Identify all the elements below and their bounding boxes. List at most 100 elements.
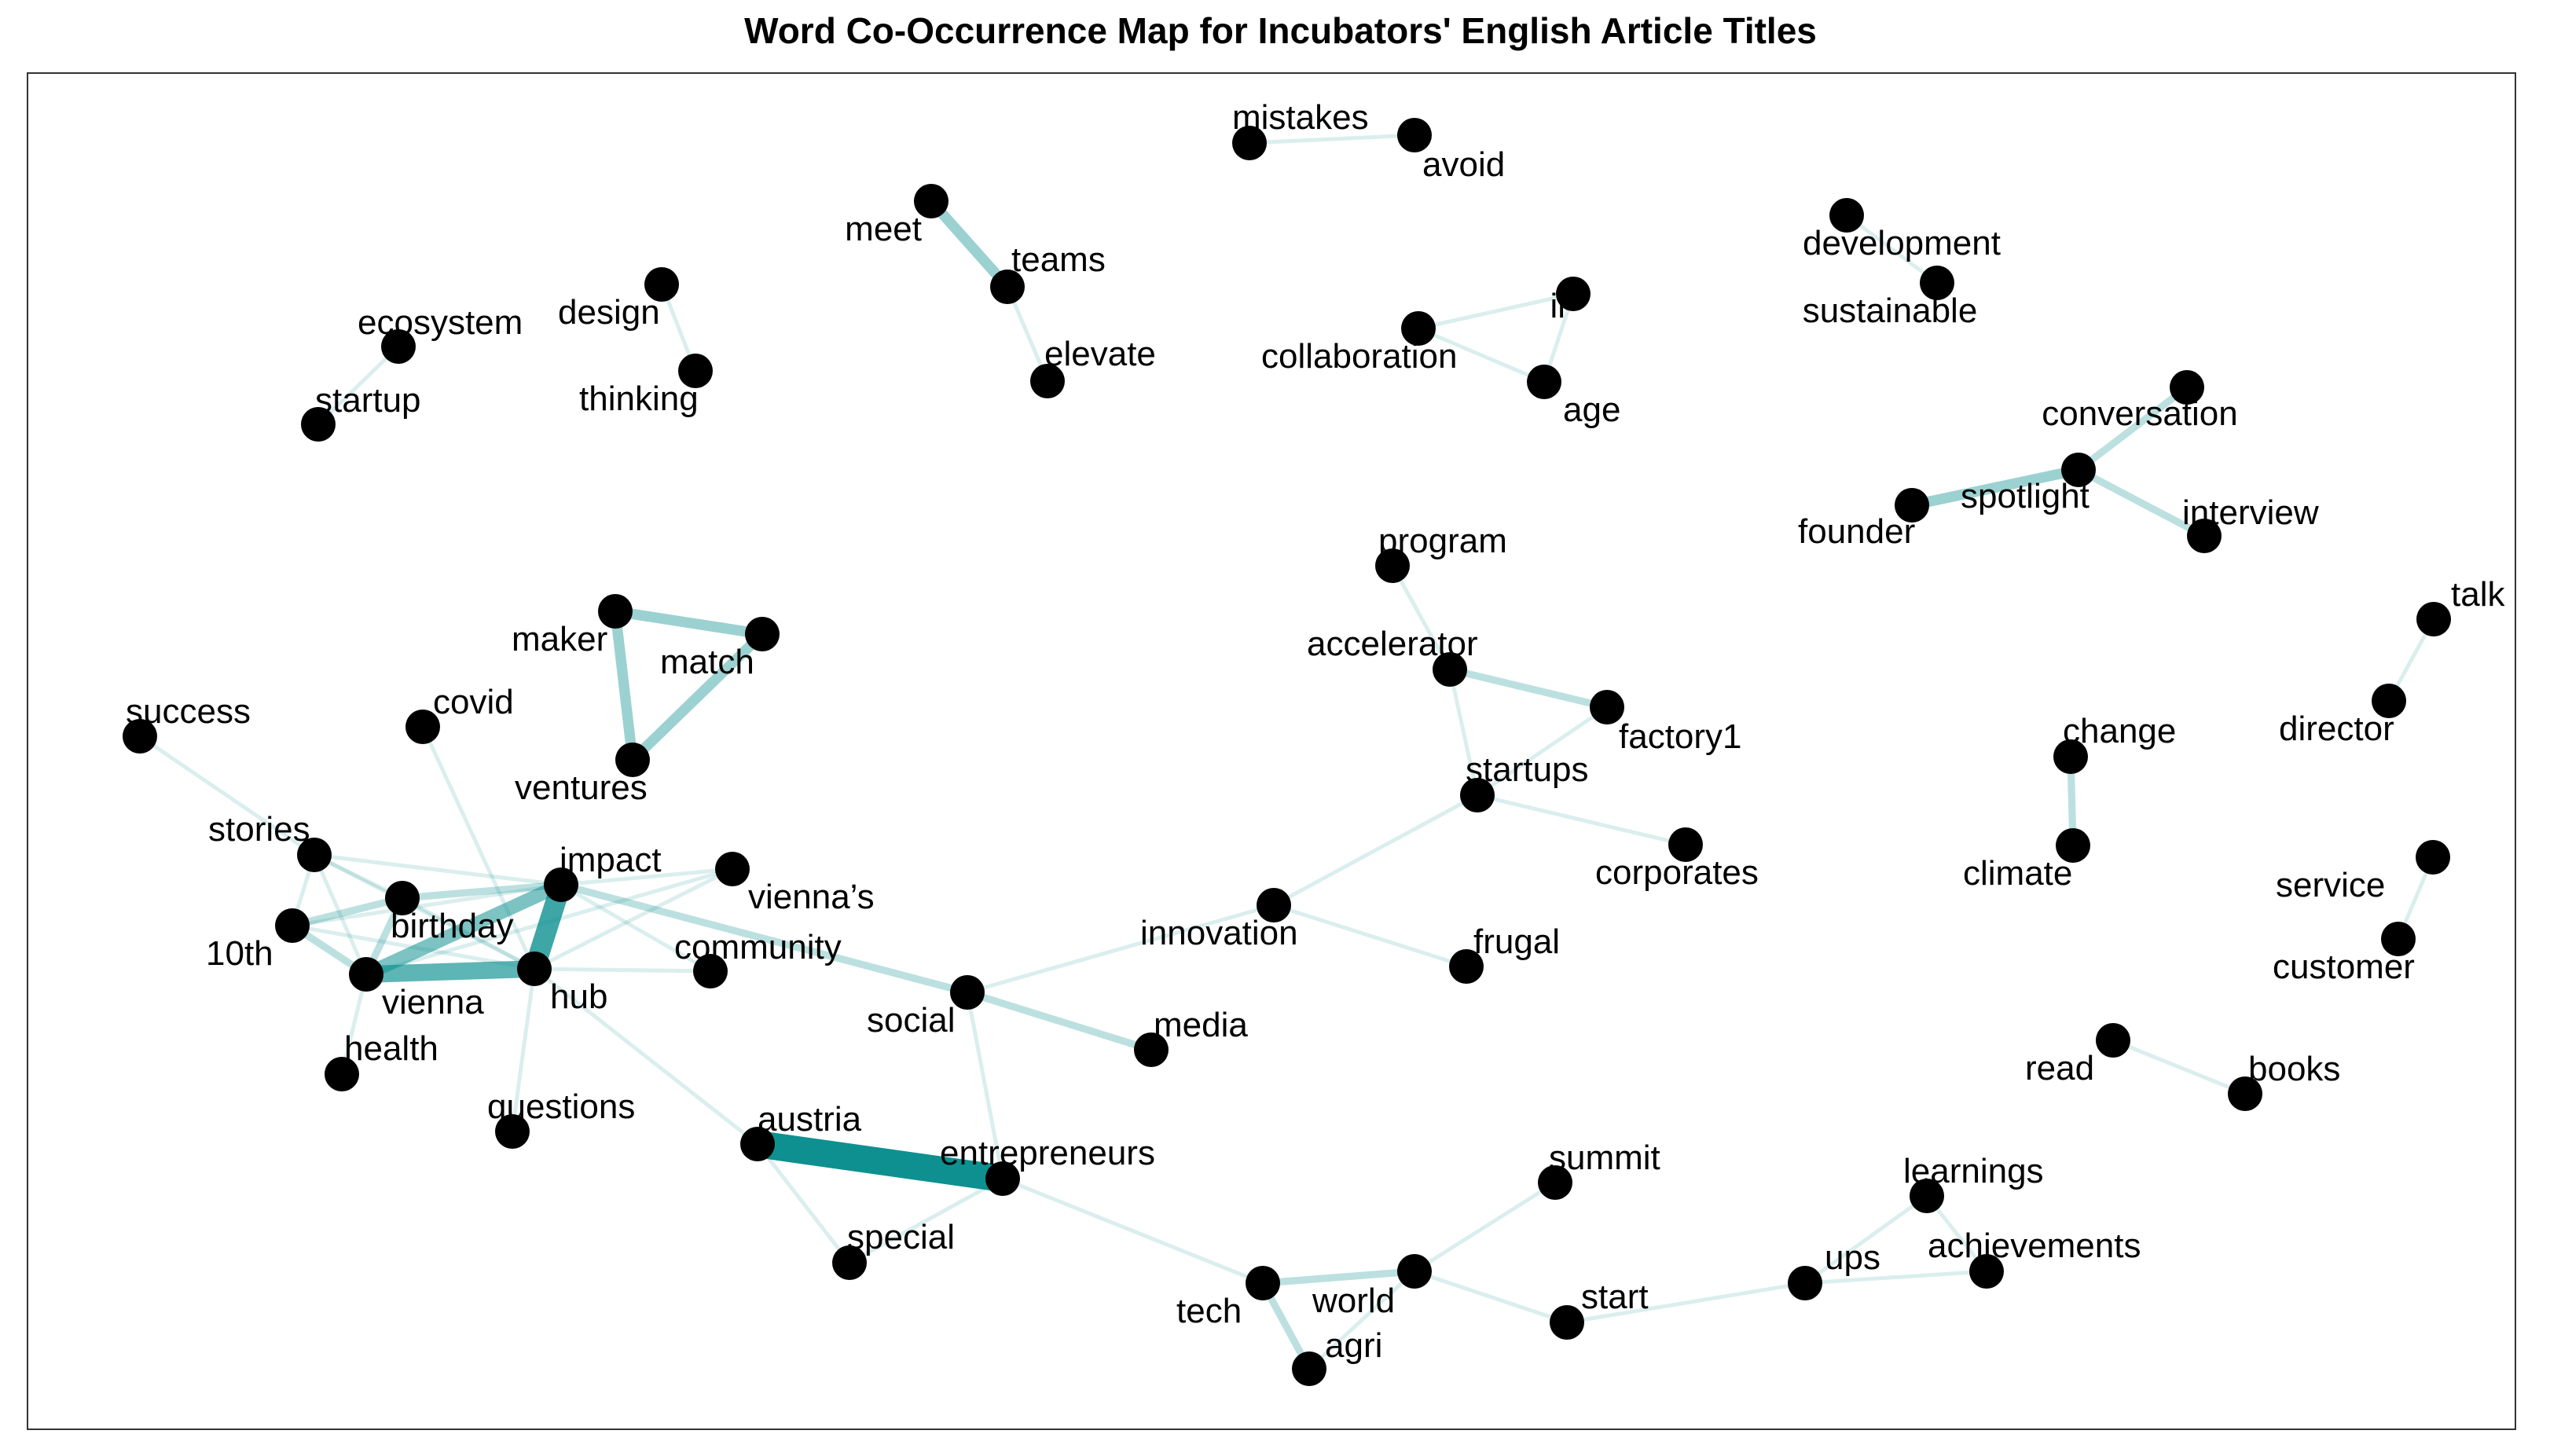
node-maker (598, 594, 633, 629)
node-label-conversation: conversation (2042, 394, 2237, 433)
node-label-learnings: learnings (1903, 1152, 2044, 1190)
node-community (693, 954, 728, 988)
node-avoid (1397, 118, 1432, 152)
node-covid (405, 710, 440, 744)
edge-impact-10th (292, 882, 562, 928)
node-label-10th: 10th (206, 934, 273, 973)
edge-collaboration-ii (1418, 292, 1574, 331)
edge-austria-special (756, 1142, 851, 1264)
edge-world-start (1414, 1269, 1568, 1325)
node-label-frugal: frugal (1473, 922, 1560, 961)
node-label-ventures: ventures (515, 768, 648, 807)
edge-entrepreneurs-special (848, 1176, 1004, 1265)
node-label-austria: austria (758, 1100, 862, 1139)
edge-maker-match (614, 606, 764, 640)
node-label-innovation: innovation (1140, 914, 1298, 952)
node-agri (1292, 1351, 1326, 1386)
node-label-community: community (674, 928, 842, 966)
edge-accelerator-startups (1447, 669, 1480, 796)
node-world (1397, 1254, 1432, 1289)
node-stories (297, 838, 332, 872)
node-label-accelerator: accelerator (1307, 625, 1478, 663)
edge-hub-austria (533, 967, 759, 1146)
node-questions (495, 1114, 530, 1149)
node-label-director: director (2279, 710, 2394, 748)
edge-hub-viennas (533, 867, 734, 971)
edge-mistakes-avoid (1249, 133, 1415, 145)
edge-stories-impact (314, 853, 562, 887)
edge-spotlight-founder (1910, 464, 2080, 511)
node-vienna (349, 957, 383, 992)
edge-innovation-frugal (1273, 903, 1467, 969)
chart-title: Word Co-Occurrence Map for Incubators' E… (744, 10, 1817, 51)
node-ecosystem (381, 329, 416, 364)
node-label-ii: ii (1550, 287, 1565, 325)
node-meet (914, 184, 948, 218)
edge-stories-hub (313, 853, 536, 971)
node-label-media: media (1154, 1006, 1248, 1044)
edge-meet-teams (926, 197, 1012, 291)
node-label-social: social (867, 1001, 956, 1040)
node-viennas (715, 852, 750, 886)
edge-entrepreneurs-tech (1002, 1176, 1264, 1285)
node-birthday (385, 881, 420, 915)
node-start (1550, 1305, 1584, 1340)
edge-impact-vienna (363, 878, 564, 981)
node-startup (301, 407, 336, 442)
edge-spotlight-conversation (2076, 384, 2189, 473)
node-label-match: match (660, 643, 754, 681)
node-conversation (2170, 370, 2204, 405)
edge-spotlight-interview (2076, 466, 2207, 540)
node-learnings (1910, 1179, 1944, 1213)
node-label-questions: questions (487, 1087, 635, 1126)
node-age (1527, 365, 1561, 399)
node-label-achievements: achievements (1928, 1227, 2141, 1265)
node-special (832, 1245, 867, 1280)
edge-accelerator-factory1 (1448, 666, 1609, 711)
node-social (950, 975, 985, 1010)
node-entrepreneurs (985, 1161, 1020, 1196)
node-label-age: age (1563, 391, 1620, 429)
edge-stories-vienna (312, 854, 369, 975)
edge-program-accelerator (1390, 564, 1452, 671)
node-austria (740, 1127, 775, 1161)
node-label-elevate: elevate (1044, 335, 1156, 373)
node-label-avoid: avoid (1422, 145, 1505, 184)
node-factory1 (1590, 690, 1624, 724)
edge-ecosystem-startup (317, 345, 400, 426)
edges-layer (138, 133, 2436, 1371)
edge-success-stories (138, 734, 316, 857)
node-label-startups: startups (1466, 750, 1589, 789)
edge-impact-community (560, 882, 712, 974)
node-thinking (678, 354, 713, 388)
node-spotlight (2061, 453, 2096, 487)
node-label-spotlight: spotlight (1961, 477, 2090, 515)
node-tech (1246, 1266, 1280, 1300)
node-label-entrepreneurs: entrepreneurs (940, 1134, 1155, 1172)
node-match (745, 617, 780, 651)
node-corporates (1668, 827, 1703, 862)
node-label-hub: hub (550, 977, 607, 1016)
node-innovation (1257, 888, 1291, 922)
edge-collaboration-age (1418, 326, 1545, 384)
edge-austria-entrepreneurs (755, 1130, 1005, 1193)
node-label-change: change (2063, 712, 2176, 750)
edge-ups-achievements (1804, 1269, 1987, 1285)
node-ups (1788, 1266, 1822, 1300)
node-director (2372, 684, 2406, 718)
node-label-vienna: vienna (382, 983, 484, 1021)
node-label-design: design (558, 293, 660, 332)
node-impact (544, 867, 578, 902)
node-summit (1538, 1165, 1572, 1200)
node-talk (2416, 602, 2451, 636)
node-label-factory1: factory1 (1619, 717, 1742, 756)
node-label-interview: interview (2182, 493, 2319, 532)
node-mistakes (1232, 126, 1267, 160)
node-10th (275, 908, 310, 943)
node-label-success: success (126, 692, 251, 731)
edge-read-books (2112, 1038, 2246, 1096)
node-books (2228, 1076, 2262, 1111)
edge-impact-birthday (402, 881, 562, 902)
node-label-special: special (847, 1218, 955, 1256)
node-label-start: start (1581, 1278, 1649, 1316)
